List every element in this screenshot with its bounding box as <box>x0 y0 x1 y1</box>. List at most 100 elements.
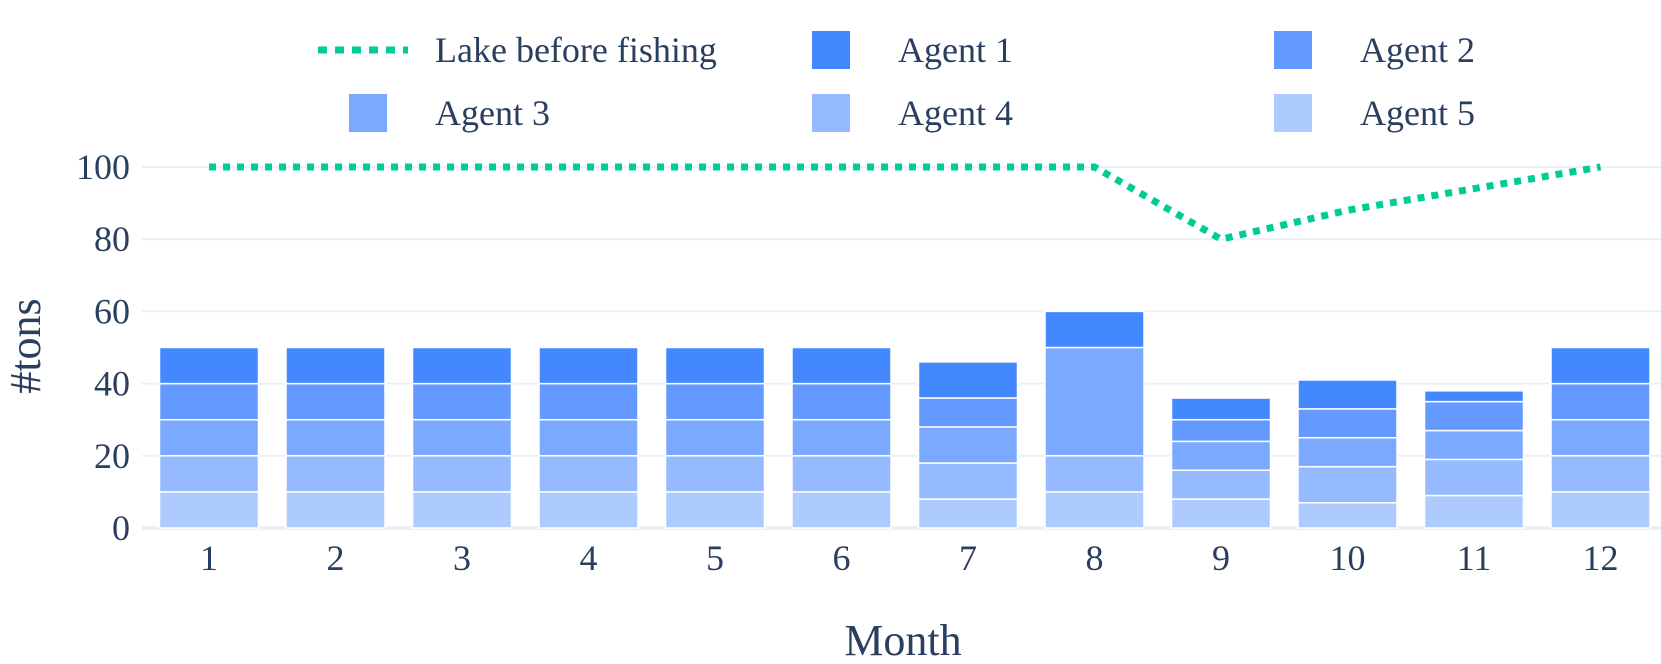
bar-segment-agent-1 <box>917 361 1019 399</box>
bar-segment-agent-5 <box>1423 494 1525 529</box>
lake-before-fishing-line <box>209 163 1602 243</box>
bar-segment-agent-3 <box>791 418 892 457</box>
x-tick-label: 2 <box>327 538 345 578</box>
bar-segment-agent-3 <box>285 418 386 457</box>
bar-segment-agent-4 <box>917 462 1019 500</box>
bar-segment-agent-4 <box>1170 469 1272 500</box>
bar-segment-agent-2 <box>917 397 1019 428</box>
bar-segment-agent-5 <box>791 491 892 529</box>
x-tick-label: 1 <box>200 538 218 578</box>
lake-line <box>209 163 1602 243</box>
bar-segment-agent-1 <box>664 346 766 385</box>
bar-segment-agent-4 <box>411 455 513 493</box>
legend-item-agent-5: Agent 5 <box>1274 93 1475 133</box>
x-tick-label: 4 <box>580 538 598 578</box>
x-tick-label: 9 <box>1212 538 1230 578</box>
bar-segment-agent-1 <box>791 346 892 385</box>
bar-segment-agent-2 <box>158 382 260 421</box>
bar-segment-agent-1 <box>1044 310 1145 349</box>
bar-segment-agent-5 <box>411 491 513 529</box>
legend-item-agent-4: Agent 4 <box>812 93 1013 133</box>
bar-segment-agent-5 <box>285 491 386 529</box>
x-tick-label: 7 <box>959 538 977 578</box>
y-tick-labels: 0 20 40 60 80 100 <box>76 147 130 548</box>
bar-segment-agent-3 <box>664 418 766 457</box>
bar-segment-agent-2 <box>1297 408 1398 439</box>
x-tick-label: 10 <box>1330 538 1366 578</box>
bar-segment-agent-5 <box>1550 491 1651 529</box>
x-tick-labels: 1 2 3 4 5 6 7 8 9 10 11 12 <box>200 538 1619 578</box>
legend-label: Agent 1 <box>898 30 1013 70</box>
legend-swatch <box>812 94 850 132</box>
x-tick-label: 3 <box>453 538 471 578</box>
bar-segment-agent-1 <box>285 346 386 385</box>
bar-segment-agent-3 <box>917 426 1019 464</box>
legend-item-lake-before-fishing: Lake before fishing <box>318 30 717 70</box>
bar-segment-agent-4 <box>1297 465 1398 504</box>
bar-segment-agent-4 <box>1044 455 1145 493</box>
x-tick-label: 6 <box>833 538 851 578</box>
bar-segment-agent-2 <box>791 382 892 421</box>
legend-swatch <box>812 31 850 69</box>
bar-segment-agent-4 <box>1550 455 1651 493</box>
legend-label: Agent 3 <box>435 93 550 133</box>
bar-segment-agent-3 <box>1170 440 1272 471</box>
legend: Lake before fishing Agent 1 Agent 2 Agent 3… <box>318 30 1475 133</box>
bar-segment-agent-2 <box>1550 382 1651 421</box>
bar-segment-agent-1 <box>1423 390 1525 403</box>
bar-segment-agent-1 <box>158 346 260 385</box>
x-tick-label: 5 <box>706 538 724 578</box>
bar-segment-agent-4 <box>538 455 639 493</box>
bar-segment-agent-1 <box>1297 379 1398 410</box>
legend-swatch <box>1274 94 1312 132</box>
y-tick-label: 0 <box>112 508 130 548</box>
legend-label: Agent 4 <box>898 93 1013 133</box>
x-tick-label: 8 <box>1086 538 1104 578</box>
bar-segment-agent-4 <box>158 455 260 493</box>
bar-segment-agent-1 <box>1550 346 1651 385</box>
bar-segment-agent-5 <box>664 491 766 529</box>
bar-segment-agent-5 <box>1297 501 1398 529</box>
legend-swatch <box>1274 31 1312 69</box>
bar-segment-agent-2 <box>1170 418 1272 443</box>
y-tick-label: 20 <box>94 436 130 476</box>
bar-segment-agent-4 <box>791 455 892 493</box>
legend-label: Agent 2 <box>1360 30 1475 70</box>
y-tick-label: 40 <box>94 364 130 404</box>
bar-segment-agent-3 <box>1423 429 1525 461</box>
bar-segment-agent-3 <box>1044 346 1145 457</box>
x-tick-label: 12 <box>1583 538 1619 578</box>
bar-segment-agent-5 <box>538 491 639 529</box>
bars <box>158 310 1651 529</box>
bar-segment-agent-3 <box>1550 418 1651 457</box>
bar-segment-agent-5 <box>1170 498 1272 529</box>
x-axis-title: Month <box>844 616 961 664</box>
x-tick-label: 11 <box>1457 538 1492 578</box>
y-tick-label: 60 <box>94 291 130 331</box>
y-axis-title: #tons <box>1 298 50 393</box>
y-tick-label: 100 <box>76 147 130 187</box>
bar-segment-agent-3 <box>158 418 260 457</box>
bar-segment-agent-3 <box>538 418 639 457</box>
y-tick-label: 80 <box>94 219 130 259</box>
bar-segment-agent-5 <box>917 498 1019 529</box>
legend-swatch <box>349 94 387 132</box>
bar-segment-agent-1 <box>538 346 639 385</box>
bar-segment-agent-3 <box>1297 437 1398 468</box>
bar-segment-agent-1 <box>411 346 513 385</box>
bar-segment-agent-4 <box>664 455 766 493</box>
bar-segment-agent-2 <box>538 382 639 421</box>
legend-label: Agent 5 <box>1360 93 1475 133</box>
bar-segment-agent-2 <box>411 382 513 421</box>
legend-item-agent-1: Agent 1 <box>812 30 1013 70</box>
bar-segment-agent-2 <box>664 382 766 421</box>
bar-segment-agent-2 <box>1423 400 1525 432</box>
legend-label: Lake before fishing <box>435 30 717 70</box>
legend-item-agent-2: Agent 2 <box>1274 30 1475 70</box>
bar-segment-agent-5 <box>1044 491 1145 529</box>
bar-segment-agent-2 <box>285 382 386 421</box>
bar-segment-agent-4 <box>285 455 386 493</box>
bar-segment-agent-1 <box>1170 397 1272 421</box>
bar-segment-agent-4 <box>1423 458 1525 497</box>
